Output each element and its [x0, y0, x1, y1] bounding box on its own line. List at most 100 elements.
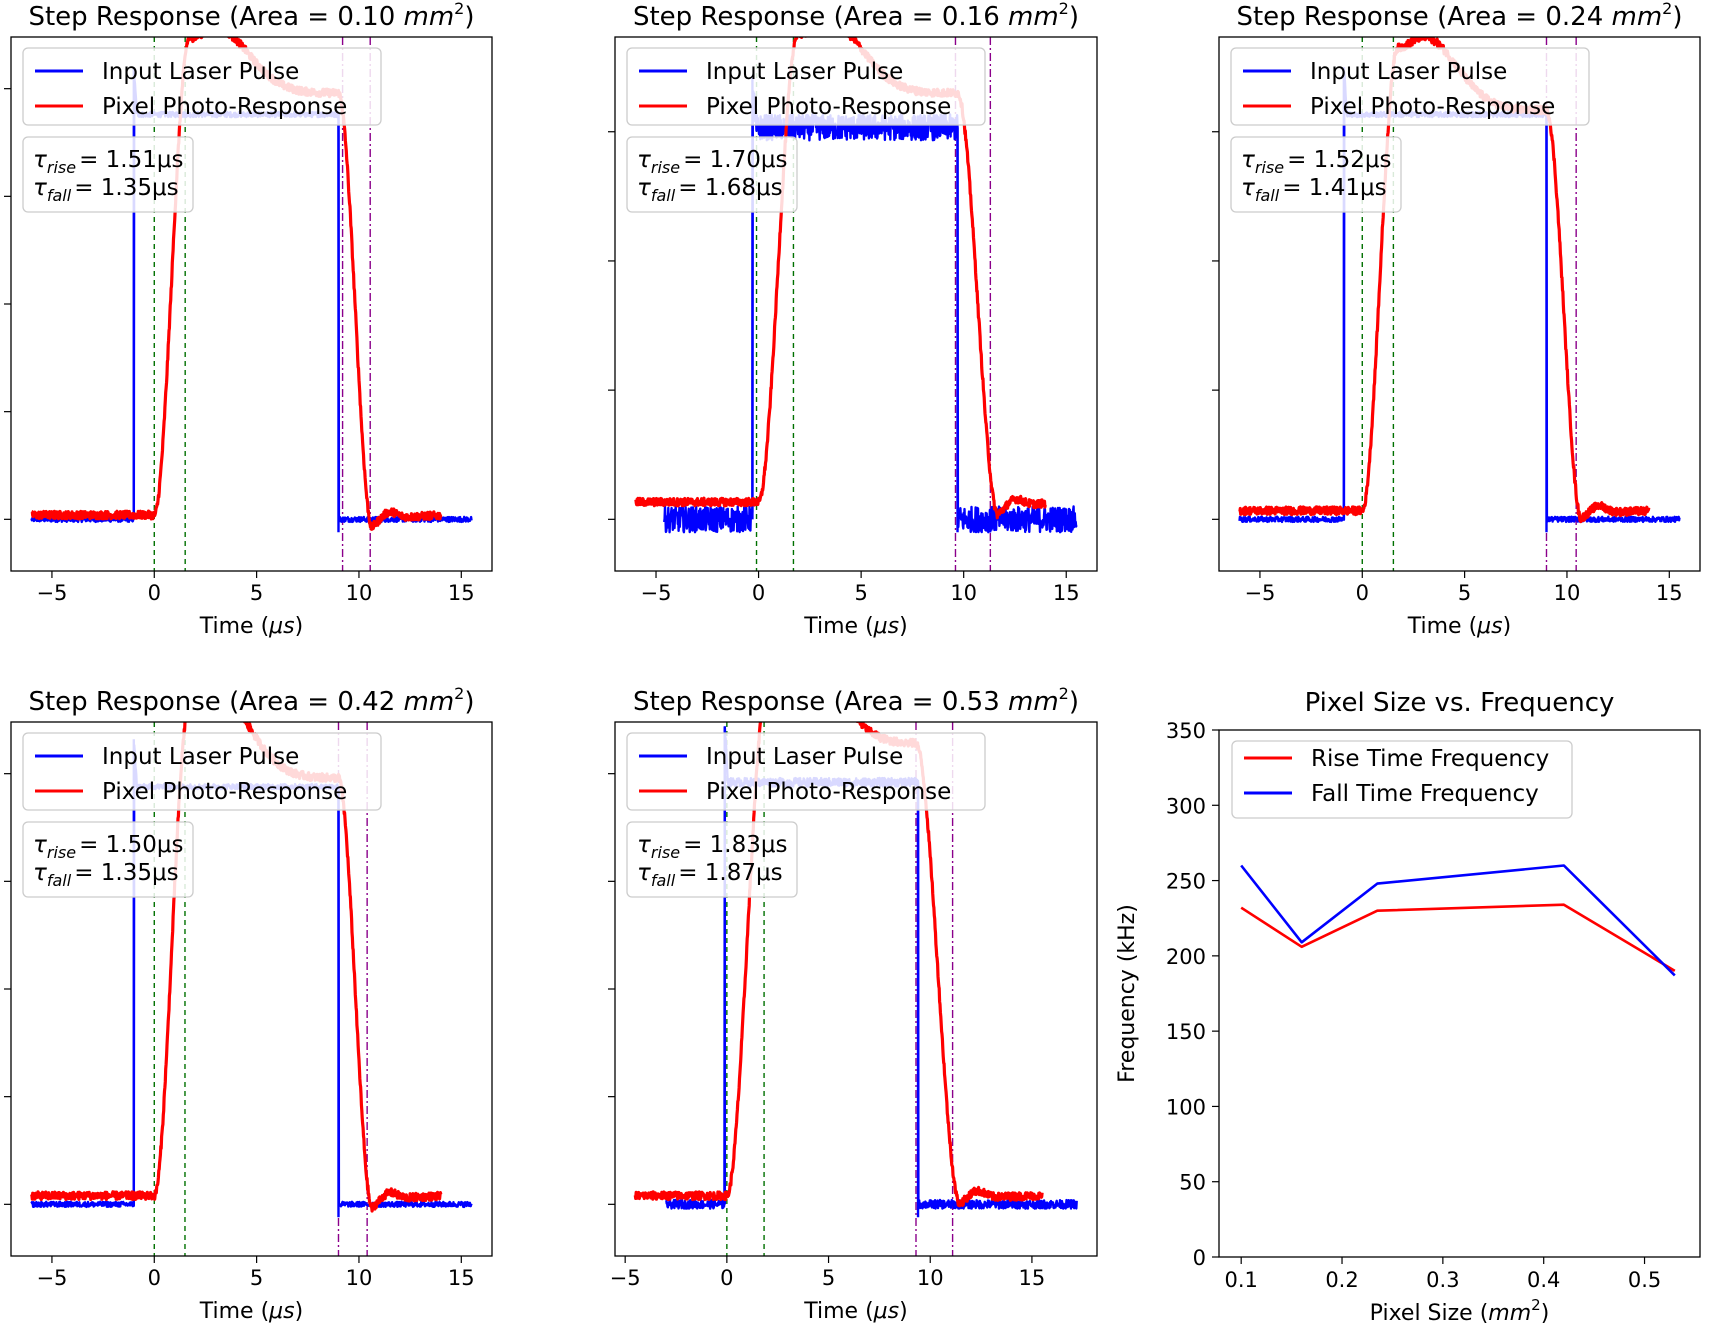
- plot-area: [634, 37, 1078, 571]
- x-axis-label: Pixel Size (mm2): [1370, 1296, 1550, 1326]
- x-tick-label: −5: [641, 581, 672, 605]
- legend-box: [22, 732, 382, 811]
- step-response-chart-4: Step Response (Area = 0.42 mm2) −5 0 5 10 15 T…: [4, 684, 493, 1324]
- legend-response-label: Pixel Photo-Response: [706, 94, 951, 120]
- legend-input-label: Input Laser Pulse: [706, 744, 903, 770]
- x-tick-label: 0.4: [1527, 1268, 1560, 1292]
- x-axis-label: Time (μs): [199, 614, 303, 639]
- x-tick-label: 0: [148, 581, 161, 605]
- x-tick-label: 10: [917, 1266, 944, 1290]
- x-tick-label: 0.2: [1325, 1268, 1358, 1292]
- step-response-chart-2: Step Response (Area = 0.16 mm2) −5 0 5 10 15 T…: [608, 0, 1098, 639]
- fall-time-frequency-line: [1240, 864, 1676, 977]
- pixel-photo-response-line: [30, 722, 443, 1213]
- chart-title: Step Response (Area = 0.16 mm2): [633, 0, 1079, 32]
- x-axis-label: Time (μs): [1407, 614, 1511, 639]
- plot-frame-2: [1218, 36, 1701, 572]
- tau-box: [626, 136, 798, 213]
- y-tick-label: 250: [1166, 870, 1206, 894]
- pixel-size-frequency-chart: Pixel Size vs. Frequency 0.1 0.2 0.3 0.4 0.5 0…: [1115, 688, 1701, 1326]
- y-axis-label: Frequency (kHz): [1115, 904, 1140, 1083]
- x-tick-label: 15: [448, 581, 475, 605]
- x-tick-label: −5: [1244, 581, 1275, 605]
- chart-title: Pixel Size vs. Frequency: [1305, 688, 1615, 718]
- tau-box: [22, 821, 194, 898]
- x-tick-label: 15: [1053, 581, 1080, 605]
- x-tick-label: 15: [1019, 1266, 1046, 1290]
- tau-rise-label: τrise = 1.51μs: [33, 147, 183, 177]
- legend: Input Laser Pulse Pixel Photo-Response: [1230, 47, 1590, 126]
- legend: Rise Time Frequency Fall Time Frequency: [1231, 740, 1573, 819]
- x-tick-label: 10: [1554, 581, 1581, 605]
- x-tick-label: 5: [822, 1266, 835, 1290]
- x-tick-label: 5: [854, 581, 867, 605]
- legend: Input Laser Pulse Pixel Photo-Response: [626, 47, 986, 126]
- tau-rise-label: τrise = 1.52μs: [1241, 147, 1391, 177]
- chart-title: Step Response (Area = 0.10 mm2): [28, 0, 474, 32]
- y-tick-label: 200: [1166, 945, 1206, 969]
- tau-rise-label: τrise = 1.50μs: [33, 832, 183, 862]
- pixel-photo-response-line: [633, 722, 1044, 1208]
- x-tick-label: 0: [1356, 581, 1369, 605]
- x-tick-label: 15: [448, 1266, 475, 1290]
- legend-box: [1230, 47, 1590, 126]
- legend-response-label: Pixel Photo-Response: [1310, 94, 1555, 120]
- legend-box: [1231, 740, 1573, 819]
- x-tick-label: −5: [36, 1266, 67, 1290]
- x-tick-label: 0: [720, 1266, 733, 1290]
- y-tick-label: 0: [1193, 1246, 1206, 1270]
- y-tick-label: 100: [1166, 1095, 1206, 1119]
- tau-box: [626, 821, 798, 898]
- tau-box: [22, 136, 194, 213]
- step-response-chart-3: Step Response (Area = 0.24 mm2) −5 0 5 10 15 T…: [1212, 0, 1701, 639]
- legend-response-label: Pixel Photo-Response: [102, 779, 347, 805]
- tau-rise-label: τrise = 1.83μs: [637, 832, 787, 862]
- legend: Input Laser Pulse Pixel Photo-Response: [626, 732, 986, 811]
- tau-fall-label: τfall = 1.41μs: [1241, 175, 1387, 205]
- legend-box: [626, 47, 986, 126]
- pixel-photo-response-line: [634, 37, 1047, 520]
- x-tick-label: 10: [346, 1266, 373, 1290]
- x-tick-label: 0.5: [1628, 1268, 1661, 1292]
- legend-input-label: Input Laser Pulse: [102, 59, 299, 85]
- chart-title: Step Response (Area = 0.42 mm2): [28, 684, 474, 717]
- y-tick-label: 300: [1166, 794, 1206, 818]
- legend-rise-label: Rise Time Frequency: [1311, 746, 1549, 772]
- x-tick-label: 0: [752, 581, 765, 605]
- tau-fall-label: τfall = 1.35μs: [33, 860, 179, 890]
- x-tick-label: 0.1: [1224, 1268, 1257, 1292]
- x-tick-label: 0: [148, 1266, 161, 1290]
- legend: Input Laser Pulse Pixel Photo-Response: [22, 732, 382, 811]
- legend-box: [626, 732, 986, 811]
- legend-response-label: Pixel Photo-Response: [102, 94, 347, 120]
- plot-frame-5: [1218, 729, 1701, 1258]
- legend-fall-label: Fall Time Frequency: [1311, 781, 1539, 807]
- x-tick-label: 5: [250, 1266, 263, 1290]
- x-tick-label: 15: [1656, 581, 1683, 605]
- x-tick-label: 10: [950, 581, 977, 605]
- pixel-photo-response-line: [30, 37, 443, 531]
- x-tick-label: −5: [610, 1266, 641, 1290]
- input-laser-pulse-line: [30, 744, 473, 1209]
- chart-title: Step Response (Area = 0.53 mm2): [633, 684, 1079, 717]
- x-tick-label: 10: [346, 581, 373, 605]
- legend-input-label: Input Laser Pulse: [706, 59, 903, 85]
- legend-input-label: Input Laser Pulse: [102, 744, 299, 770]
- chart-title: Step Response (Area = 0.24 mm2): [1236, 0, 1682, 32]
- x-axis-label: Time (μs): [199, 1299, 303, 1324]
- tau-box: [1230, 136, 1402, 213]
- x-axis-label: Time (μs): [803, 1299, 907, 1324]
- legend: Input Laser Pulse Pixel Photo-Response: [22, 47, 382, 126]
- tau-fall-label: τfall = 1.68μs: [637, 175, 783, 205]
- x-axis-label: Time (μs): [803, 614, 907, 639]
- x-tick-label: 5: [1458, 581, 1471, 605]
- step-response-chart-5: Step Response (Area = 0.53 mm2) −5 0 5 10 15 T…: [608, 684, 1098, 1324]
- y-tick-label: 350: [1166, 719, 1206, 743]
- y-tick-label: 150: [1166, 1020, 1206, 1044]
- x-tick-label: −5: [36, 581, 67, 605]
- step-response-chart-1: Step Response (Area = 0.10 mm2) −5 0 5 10 15 T…: [4, 0, 493, 639]
